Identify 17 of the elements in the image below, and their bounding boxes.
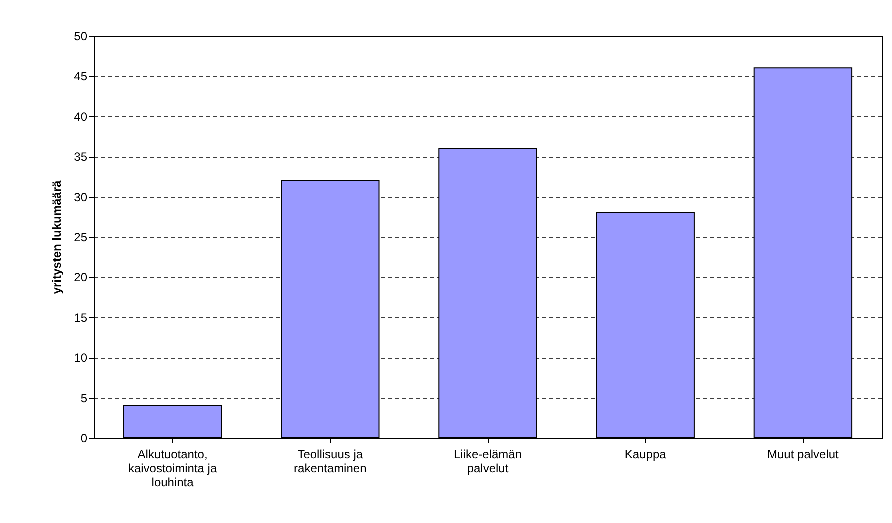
y-tick-label: 30 bbox=[74, 190, 88, 204]
x-tick-label: Liike-elämän palvelut bbox=[454, 448, 522, 476]
x-tick-label: Muut palvelut bbox=[768, 448, 840, 462]
x-tick-label: Alkutuotanto, kaivostoiminta ja louhinta bbox=[128, 448, 218, 490]
x-tick-label: Kauppa bbox=[624, 448, 667, 462]
y-tick-label: 5 bbox=[80, 391, 88, 406]
y-axis-title: yritysten lukumäärä bbox=[50, 180, 64, 294]
y-tick-label: 35 bbox=[74, 150, 88, 164]
y-tick-label: 45 bbox=[74, 70, 88, 84]
x-tick-label: Teollisuus ja rakentaminen bbox=[294, 448, 367, 476]
y-tick-label: 10 bbox=[74, 351, 88, 366]
y-tick-label: 0 bbox=[80, 432, 88, 446]
y-tick-label: 50 bbox=[74, 30, 88, 44]
y-tick-label: 15 bbox=[74, 310, 88, 325]
y-tick-label: 25 bbox=[74, 230, 88, 244]
y-tick-label: 40 bbox=[74, 110, 88, 124]
y-tick-label: 20 bbox=[74, 270, 88, 285]
